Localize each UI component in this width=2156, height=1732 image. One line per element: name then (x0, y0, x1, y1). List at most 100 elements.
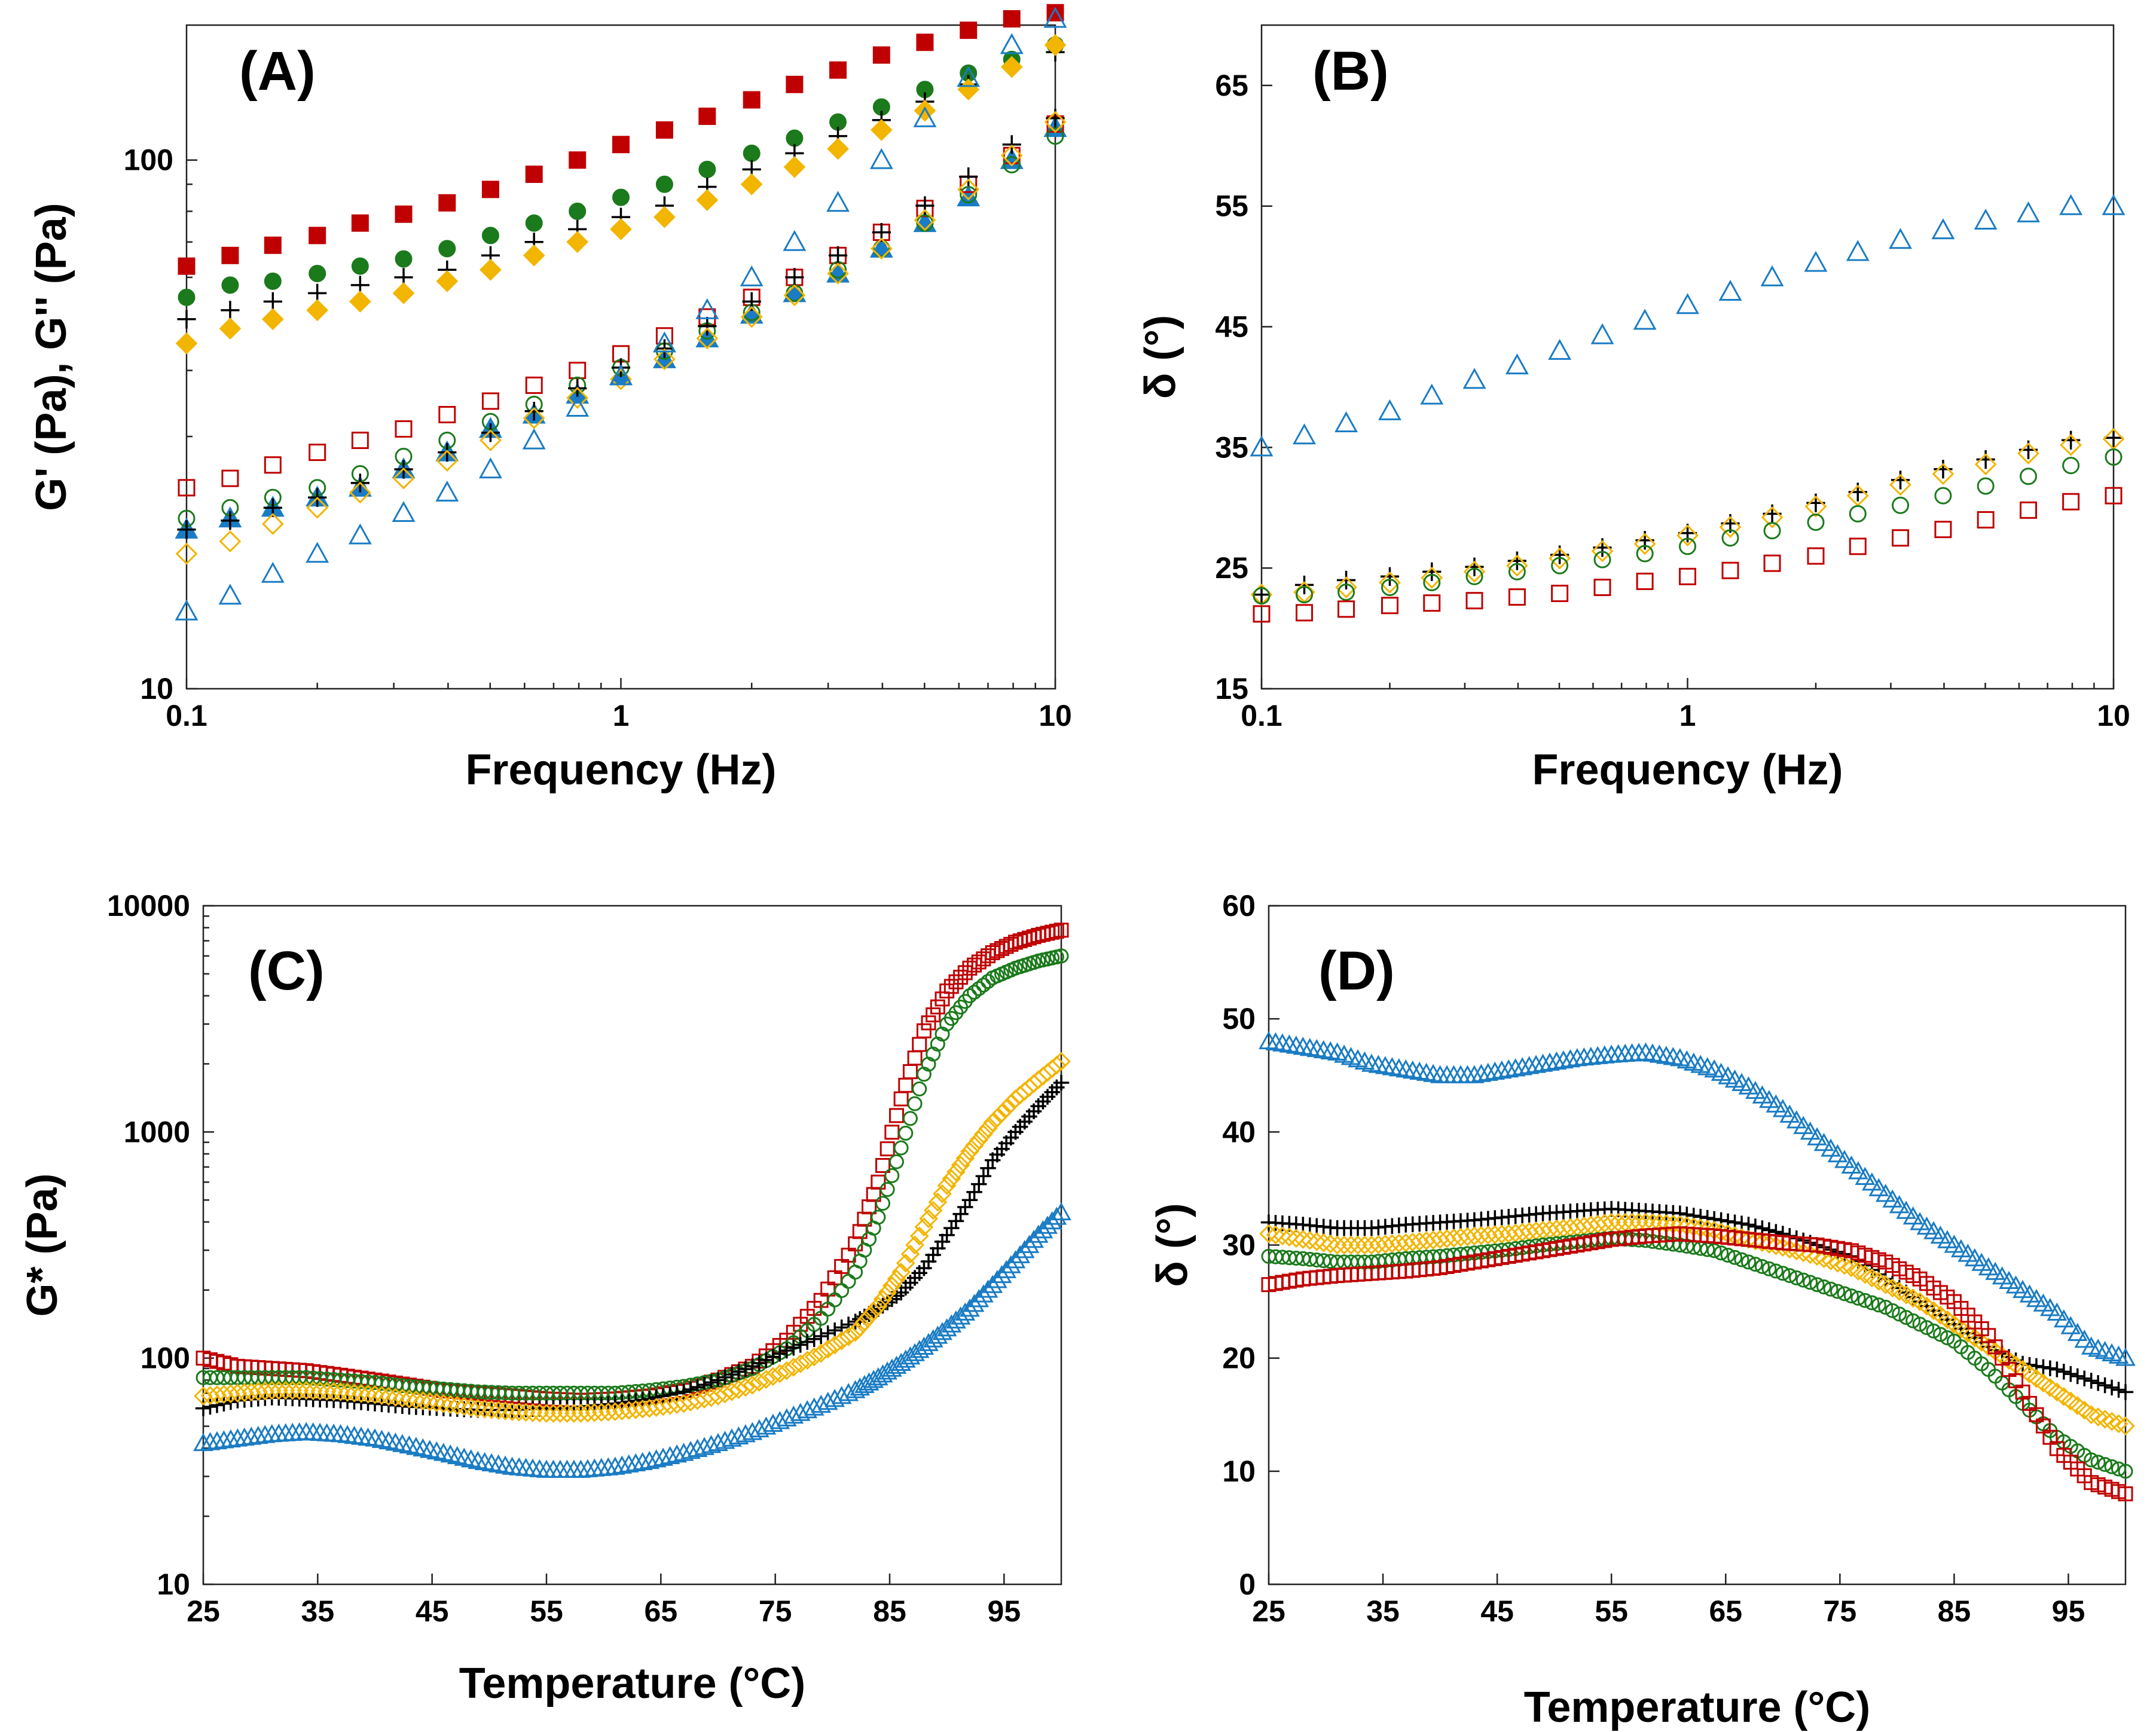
y-tick-label: 10 (157, 1568, 190, 1601)
data-point (413, 1391, 433, 1410)
data-point (392, 282, 415, 304)
data-point (481, 423, 500, 442)
data-point (2020, 468, 2038, 485)
data-point (242, 1382, 261, 1402)
data-point (886, 1355, 907, 1374)
data-point (1835, 1256, 1854, 1275)
data-point (207, 1431, 227, 1450)
x-axis-label: Frequency (Hz) (465, 746, 776, 794)
data-point (1024, 1229, 1044, 1248)
data-point (1042, 1211, 1062, 1230)
data-point (1259, 1031, 1279, 1049)
data-point (687, 1438, 708, 1458)
data-point (820, 1325, 836, 1342)
data-point (828, 246, 848, 265)
data-point (351, 257, 369, 275)
data-point (971, 981, 987, 997)
data-point (1499, 1224, 1519, 1244)
data-point (729, 1380, 749, 1399)
data-point (1875, 1183, 1896, 1202)
data-point (525, 376, 543, 394)
data-point (1519, 1056, 1540, 1074)
data-point (777, 1361, 796, 1380)
data-point (2117, 1384, 2134, 1400)
data-point (1676, 293, 1699, 314)
data-point (2109, 1414, 2128, 1434)
data-point (219, 530, 242, 552)
data-point (888, 1154, 904, 1169)
data-point (1272, 1033, 1293, 1052)
data-point (1044, 34, 1067, 56)
data-point (1892, 1306, 1907, 1322)
data-point (1977, 511, 1995, 529)
data-point (804, 1347, 824, 1367)
data-point (482, 1400, 502, 1419)
data-point (951, 1155, 970, 1175)
data-point (392, 501, 416, 523)
data-point (612, 1455, 633, 1474)
data-point (655, 121, 673, 139)
data-point (1974, 453, 1997, 475)
data-point (884, 1168, 900, 1183)
data-point (907, 1050, 923, 1066)
data-point (1014, 1240, 1035, 1258)
data-point (1327, 1235, 1347, 1255)
data-point (879, 1182, 895, 1198)
y-tick-label: 45 (1215, 310, 1248, 344)
data-point (1793, 1116, 1814, 1134)
data-point (435, 480, 459, 502)
data-point (1814, 1249, 1834, 1269)
data-point (1932, 463, 1955, 485)
data-point (2105, 487, 2123, 505)
data-point (269, 1380, 289, 1400)
data-point (1421, 566, 1443, 589)
data-point (1754, 1258, 1770, 1274)
data-point (228, 1383, 248, 1403)
data-point (1932, 1327, 1948, 1342)
data-point (1779, 1104, 1800, 1123)
data-point (349, 290, 371, 313)
data-point (2076, 1370, 2093, 1386)
data-point (1444, 1228, 1464, 1248)
data-point (395, 250, 413, 268)
data-point (1551, 585, 1569, 603)
data-point (1437, 1229, 1456, 1248)
data-point (1498, 1059, 1519, 1078)
data-point (829, 61, 847, 79)
data-point (1051, 1202, 1071, 1221)
data-point (1772, 1099, 1793, 1117)
data-point (1368, 1055, 1389, 1073)
data-point (612, 1401, 632, 1421)
data-point (566, 231, 589, 253)
data-point (1019, 1235, 1040, 1253)
data-point (317, 1382, 337, 1401)
data-point (1718, 280, 1742, 301)
data-point (785, 268, 804, 287)
data-point (438, 194, 456, 212)
x-tick-label: 25 (1252, 1594, 1285, 1628)
data-point (1636, 572, 1654, 590)
data-point (297, 1380, 316, 1400)
data-point (200, 1432, 221, 1450)
data-point (868, 1367, 888, 1386)
y-tick-label: 1000 (124, 1115, 190, 1148)
data-point (1044, 111, 1067, 133)
data-point (1471, 1064, 1492, 1082)
data-point (882, 1276, 902, 1296)
data-point (1891, 471, 1910, 490)
data-point (957, 965, 973, 980)
data-point (715, 1384, 735, 1404)
data-point (872, 1364, 893, 1383)
data-point (980, 1160, 996, 1177)
data-point (923, 1201, 943, 1220)
data-point (786, 1340, 802, 1356)
data-point (1424, 1230, 1443, 1250)
data-point (655, 1388, 671, 1404)
data-point (261, 308, 284, 331)
y-tick-label: 15 (1215, 672, 1248, 705)
y-axis-label: G* (Pa) (19, 1173, 66, 1316)
data-point (2081, 1405, 2101, 1425)
data-point (324, 1382, 343, 1401)
data-point (1296, 604, 1314, 622)
data-point (698, 160, 716, 178)
